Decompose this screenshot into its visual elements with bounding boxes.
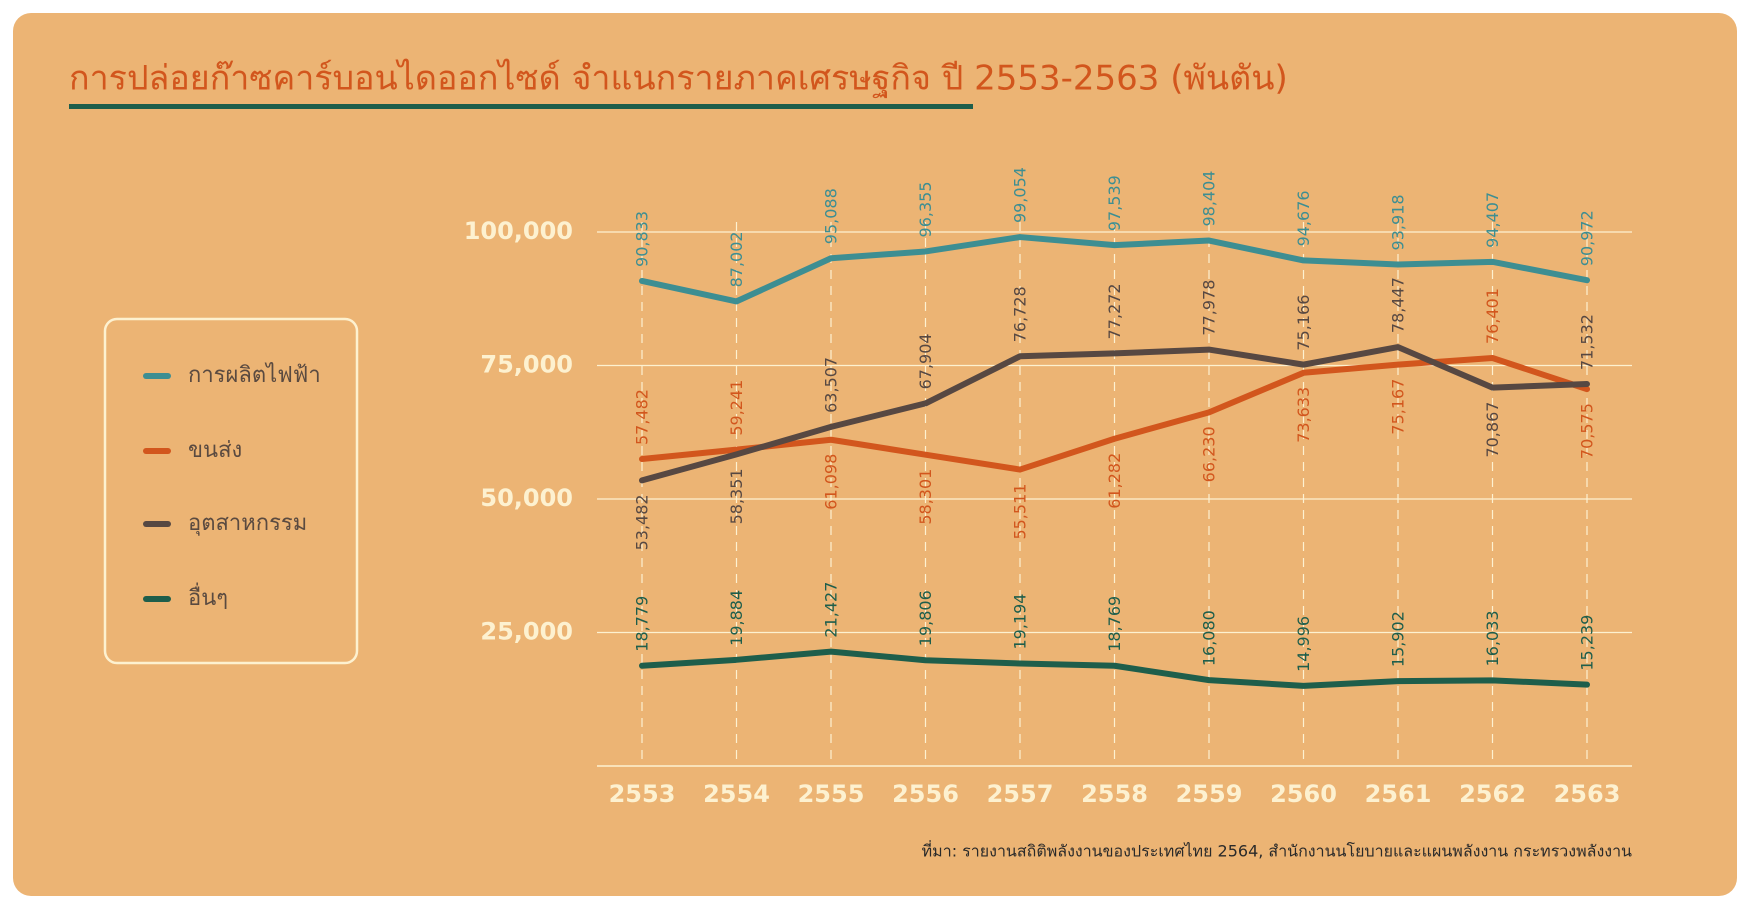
data-label: 76,401 [1483, 288, 1502, 344]
chart-title: การปล่อยก๊าซคาร์บอนไดออกไซด์ จำแนกรายภาค… [69, 59, 1288, 99]
x-tick-label: 2553 [609, 780, 676, 808]
data-label: 59,241 [727, 380, 746, 436]
x-tick-label: 2557 [987, 780, 1054, 808]
x-tick-label: 2561 [1365, 780, 1432, 808]
data-label: 19,194 [1011, 594, 1030, 650]
data-label: 61,282 [1105, 453, 1124, 509]
data-label: 15,902 [1389, 611, 1408, 667]
data-label: 58,301 [916, 469, 935, 525]
x-tick-label: 2556 [892, 780, 959, 808]
data-label: 87,002 [727, 231, 746, 287]
data-label: 18,769 [1105, 596, 1124, 652]
series-line [639, 648, 1590, 689]
data-label: 19,884 [727, 590, 746, 646]
data-label: 76,728 [1011, 286, 1030, 342]
data-label: 16,080 [1200, 610, 1219, 666]
legend-label: อุตสาหกรรม [188, 511, 307, 536]
data-label: 71,532 [1578, 314, 1597, 370]
legend-label: ขนส่ง [188, 438, 242, 463]
series-line [639, 234, 1590, 305]
data-label: 16,033 [1483, 610, 1502, 666]
data-label: 95,088 [822, 188, 841, 244]
x-tick-label: 2558 [1081, 780, 1148, 808]
data-label: 67,904 [916, 333, 935, 389]
x-tick-label: 2562 [1459, 780, 1526, 808]
data-label: 21,427 [822, 582, 841, 638]
data-label: 18,779 [633, 596, 652, 652]
y-tick-label: 75,000 [480, 351, 573, 379]
legend-box [103, 317, 359, 665]
x-tick-label: 2563 [1554, 780, 1621, 808]
y-tick-label: 100,000 [464, 217, 573, 245]
data-label: 53,482 [633, 494, 652, 550]
data-label: 14,996 [1294, 616, 1313, 672]
data-label: 61,098 [822, 454, 841, 510]
x-tick-label: 2559 [1176, 780, 1243, 808]
series-line [639, 344, 1590, 484]
data-label: 77,272 [1105, 283, 1124, 339]
legend-label: อื่นๆ [188, 582, 228, 611]
data-label: 75,166 [1294, 295, 1313, 351]
data-label: 75,167 [1389, 379, 1408, 435]
data-label: 78,447 [1389, 277, 1408, 333]
legend-label: การผลิตไฟฟ้า [188, 362, 321, 388]
data-label: 97,539 [1105, 175, 1124, 231]
data-label: 94,407 [1483, 192, 1502, 248]
data-label: 98,404 [1200, 171, 1219, 227]
data-label: 70,867 [1483, 402, 1502, 458]
data-label: 57,482 [633, 389, 652, 445]
data-label: 73,633 [1294, 387, 1313, 443]
source-note: ที่มา: รายงานสถิติพลังงานของประเทศไทย 25… [922, 840, 1632, 861]
x-tick-label: 2560 [1270, 780, 1337, 808]
data-label: 93,918 [1389, 194, 1408, 250]
data-label: 19,806 [916, 590, 935, 646]
data-label: 99,054 [1011, 167, 1030, 223]
y-tick-label: 25,000 [480, 618, 573, 646]
data-label: 66,230 [1200, 426, 1219, 482]
x-tick-label: 2555 [798, 780, 865, 808]
card [13, 13, 1737, 896]
data-label: 63,507 [822, 357, 841, 413]
title-underline [69, 104, 973, 109]
data-label: 70,575 [1578, 403, 1597, 459]
data-label: 77,978 [1200, 280, 1219, 336]
data-label: 15,239 [1578, 615, 1597, 671]
data-label: 96,355 [916, 181, 935, 237]
data-label: 55,511 [1011, 484, 1030, 540]
data-label: 58,351 [727, 468, 746, 524]
x-tick-label: 2554 [703, 780, 770, 808]
data-label: 94,676 [1294, 190, 1313, 246]
y-tick-label: 50,000 [480, 484, 573, 512]
data-label: 90,972 [1578, 210, 1597, 266]
data-label: 90,833 [633, 211, 652, 267]
